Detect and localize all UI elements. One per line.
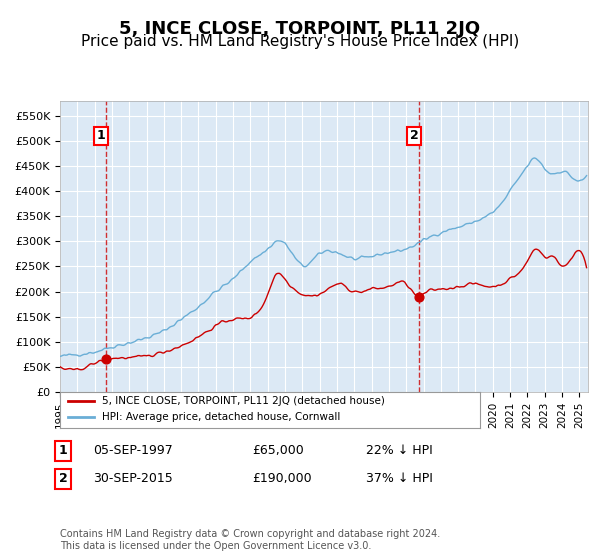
Text: 22% ↓ HPI: 22% ↓ HPI <box>366 444 433 458</box>
Text: 2: 2 <box>410 129 418 142</box>
Text: 05-SEP-1997: 05-SEP-1997 <box>93 444 173 458</box>
Text: £190,000: £190,000 <box>252 472 311 486</box>
Text: 30-SEP-2015: 30-SEP-2015 <box>93 472 173 486</box>
Text: 5, INCE CLOSE, TORPOINT, PL11 2JQ (detached house): 5, INCE CLOSE, TORPOINT, PL11 2JQ (detac… <box>102 396 385 406</box>
Point <box>101 355 111 364</box>
Point <box>415 292 424 301</box>
Text: Price paid vs. HM Land Registry's House Price Index (HPI): Price paid vs. HM Land Registry's House … <box>81 34 519 49</box>
Text: 2: 2 <box>59 472 67 486</box>
Text: Contains HM Land Registry data © Crown copyright and database right 2024.
This d: Contains HM Land Registry data © Crown c… <box>60 529 440 551</box>
Text: HPI: Average price, detached house, Cornwall: HPI: Average price, detached house, Corn… <box>102 413 340 422</box>
Text: 1: 1 <box>97 129 106 142</box>
Text: 37% ↓ HPI: 37% ↓ HPI <box>366 472 433 486</box>
Text: 1: 1 <box>59 444 67 458</box>
Text: 5, INCE CLOSE, TORPOINT, PL11 2JQ: 5, INCE CLOSE, TORPOINT, PL11 2JQ <box>119 20 481 38</box>
Text: £65,000: £65,000 <box>252 444 304 458</box>
